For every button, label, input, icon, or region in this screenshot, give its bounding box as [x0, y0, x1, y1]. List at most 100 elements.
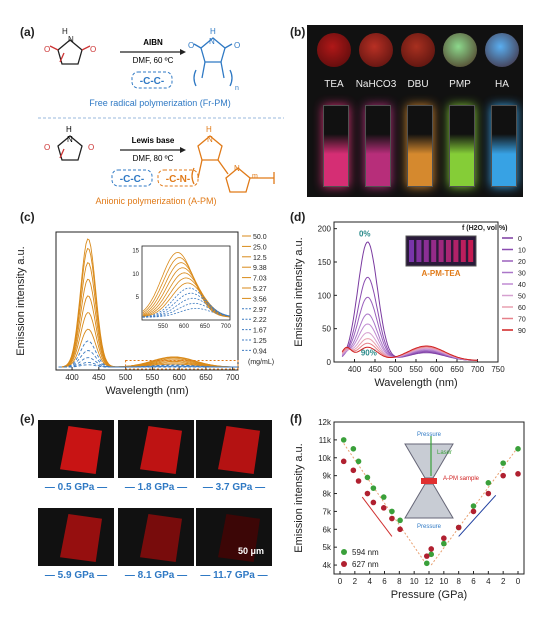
y-tick-label: 12k: [318, 418, 332, 427]
x-tick-label: 750: [491, 365, 505, 374]
inset-sample: A-PM sample: [443, 476, 480, 482]
y-tick-label: 5k: [323, 543, 332, 552]
svg-text:O: O: [88, 143, 94, 152]
bond-box-bottom-2: -C-N-: [166, 174, 190, 185]
data-point: [356, 478, 362, 484]
x-tick-label: 450: [368, 365, 382, 374]
svg-text:O: O: [90, 45, 96, 54]
pressure-label: — 8.1 GPa —: [118, 570, 194, 581]
data-point: [515, 471, 521, 477]
inset-vial: [409, 240, 414, 262]
legend-label: 70: [518, 317, 526, 324]
data-point: [389, 516, 395, 522]
data-point: [381, 505, 387, 511]
legend-label: 50: [518, 294, 526, 301]
legend-label: 7.03: [253, 276, 267, 283]
y-tick-label: 9k: [323, 472, 332, 481]
pressure-photo: [118, 420, 194, 478]
legend-label: 2.22: [253, 317, 267, 324]
legend-label: 20: [518, 259, 526, 266]
data-point: [500, 473, 506, 479]
pressure-label: — 3.7 GPa —: [196, 482, 272, 493]
data-point: [424, 560, 430, 566]
data-point: [500, 460, 506, 466]
pressure-photo: [196, 420, 272, 478]
svg-text:H: H: [210, 27, 216, 36]
legend-label: 60: [518, 305, 526, 312]
panel-label-b: (b): [290, 25, 305, 39]
chart-c-concentration: 400 450 500 550 600 650 700 Wavelength (nm) Emis…: [14, 222, 274, 407]
inset-vial: [446, 240, 451, 262]
caption-bottom: Anionic polymerization (A-PM): [95, 196, 216, 206]
legend-label: 1.25: [253, 338, 267, 345]
legend-label: 50.0: [253, 234, 267, 241]
x-tick-label: 400: [348, 365, 362, 374]
svg-text:O: O: [44, 143, 50, 152]
x-tick-label: 600: [430, 365, 444, 374]
data-point: [356, 459, 362, 465]
y-axis-label: Emission intensity a.u.: [15, 246, 27, 355]
pressure-photo: [38, 508, 114, 566]
x-tick-label: 450: [92, 373, 106, 382]
annotation-90pct: 90%: [361, 348, 377, 357]
chart-d-water-fraction: 050100150200400 450 500 550 600 650 700 750Wave…: [290, 212, 540, 407]
reagent-bottom: Lewis base: [132, 136, 175, 145]
x-tick-label: 600: [172, 373, 186, 382]
decompression-arrow: [459, 495, 496, 536]
powder-tea: [317, 33, 351, 67]
powder-dbu: [401, 33, 435, 67]
data-point: [456, 525, 462, 531]
inset-pressure-bottom: Pressure: [417, 524, 442, 530]
x-tick-label: 550: [409, 365, 423, 374]
legend-label: 3.56: [253, 296, 267, 303]
inset-x-tick-label: 650: [200, 324, 211, 330]
data-point: [486, 491, 492, 497]
data-point: [365, 491, 371, 497]
inset-vial: [416, 240, 421, 262]
legend-label: 25.0: [253, 244, 267, 251]
x-tick-label: 500: [389, 365, 403, 374]
series-line: [59, 329, 237, 367]
legend-label: 90: [518, 328, 526, 335]
legend-label: 9.38: [253, 265, 267, 272]
legend-label: 40: [518, 282, 526, 289]
pressure-photo: [196, 508, 272, 566]
svg-text:H: H: [206, 125, 212, 134]
vial-pmp: [449, 105, 475, 187]
legend-label: 594 nm: [352, 548, 379, 557]
inset-vial: [439, 240, 444, 262]
inset-x-tick-label: 700: [221, 324, 232, 330]
legend-label: 627 nm: [352, 560, 379, 569]
panel-label-e: (e): [20, 412, 35, 426]
y-tick-label: 0: [327, 358, 332, 367]
data-point: [397, 526, 403, 532]
base-comparison-photo: TEA NaHCO3 DBU PMP HA: [307, 25, 523, 197]
inset-label: A-PM-TEA: [421, 269, 460, 278]
data-point: [424, 553, 430, 559]
svg-text:O: O: [234, 41, 240, 50]
data-point: [341, 459, 347, 465]
legend-title: f (H2O, vol %): [462, 225, 508, 232]
vial-dbu: [407, 105, 433, 187]
x-tick-label: 400: [65, 373, 79, 382]
inset-vial: [431, 240, 436, 262]
crystal-sample: [60, 426, 102, 474]
y-axis-label: Emission intensity a.u.: [293, 237, 305, 346]
data-point: [351, 467, 357, 473]
inset-vial: [468, 240, 473, 262]
y-tick-label: 8k: [323, 490, 332, 499]
inset-y-tick-label: 5: [136, 295, 140, 301]
bond-box-bottom-1: -C-C-: [120, 174, 144, 185]
svg-text:O: O: [44, 45, 50, 54]
data-point: [441, 541, 447, 547]
y-tick-label: 150: [318, 258, 332, 267]
svg-text:N: N: [234, 164, 240, 173]
x-tick-label: 650: [199, 373, 213, 382]
x-tick-label: 4: [367, 577, 372, 586]
data-point: [365, 475, 371, 481]
x-tick-label: 700: [471, 365, 485, 374]
powder-ha: [485, 33, 519, 67]
x-tick-label: 700: [226, 373, 240, 382]
pressure-label: — 1.8 GPa —: [118, 482, 194, 493]
